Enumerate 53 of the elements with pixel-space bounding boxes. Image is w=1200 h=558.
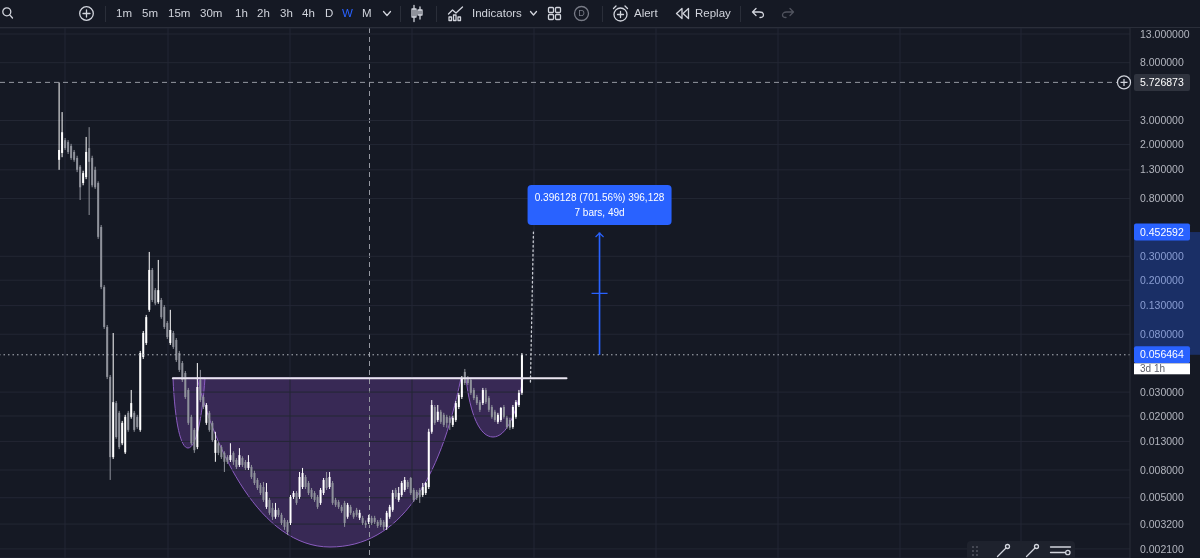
candlestick [169, 309, 172, 346]
text: 0.452592 [1140, 225, 1184, 238]
y-tick-label: 0.013000 [1140, 435, 1184, 448]
text: 1h [235, 6, 248, 21]
y-tick-label: 0.030000 [1140, 385, 1184, 398]
y-tick-label: 0.130000 [1140, 299, 1184, 312]
y-tick-label: 8.000000 [1140, 56, 1184, 69]
y-tick-label: 0.008000 [1140, 463, 1184, 476]
candlestick [58, 81, 61, 171]
y-tick-label: 0.002100 [1140, 542, 1184, 555]
y-tick-label: 0.200000 [1140, 273, 1184, 286]
candlestick [199, 369, 202, 403]
text: 4h [302, 6, 315, 21]
text: D [577, 7, 586, 20]
y-tick-label: 13.000000 [1140, 27, 1190, 40]
y-tick-label: 0.020000 [1140, 409, 1184, 422]
candlestick [262, 481, 265, 503]
text: 3d 1h [1140, 363, 1166, 375]
candlestick [127, 410, 130, 433]
text: Replay [695, 6, 731, 21]
text: Indicators [472, 6, 522, 21]
text: W [342, 6, 353, 21]
text: 3h [280, 6, 293, 21]
candlestick [298, 471, 301, 500]
y-tick-label: 3.000000 [1140, 114, 1184, 127]
text: M [362, 6, 372, 21]
y-tick-label: 0.080000 [1140, 327, 1184, 340]
text: D [325, 6, 334, 21]
data-label: 0.396128 (701.56%) 396,128 [534, 191, 665, 203]
y-tick-label: 0.800000 [1140, 192, 1184, 205]
candlestick [391, 489, 394, 513]
ref-line-label: 5.726873 [1140, 76, 1184, 89]
text: 15m [168, 6, 191, 21]
candlestick [229, 442, 232, 463]
text: 5m [142, 6, 158, 21]
candlestick [433, 404, 436, 426]
candlestick [325, 471, 328, 491]
text: Alert [634, 6, 658, 21]
text: 1m [116, 6, 132, 21]
y-tick-label: 2.000000 [1140, 138, 1184, 151]
y-tick-label: 1.300000 [1140, 163, 1184, 176]
candlestick [205, 402, 208, 426]
ref-line-label: 0.056464 [1140, 348, 1184, 361]
annotation: 7 bars, 49d [574, 206, 625, 218]
text: 30m [200, 6, 223, 21]
text: 2h [257, 6, 270, 21]
y-tick-label: 0.300000 [1140, 249, 1184, 262]
candlestick [130, 389, 133, 420]
candlestick [331, 480, 334, 506]
candlestick [265, 482, 268, 510]
candlestick [157, 259, 160, 305]
y-tick-label: 0.005000 [1140, 491, 1184, 504]
y-tick-label: 0.003200 [1140, 517, 1184, 530]
